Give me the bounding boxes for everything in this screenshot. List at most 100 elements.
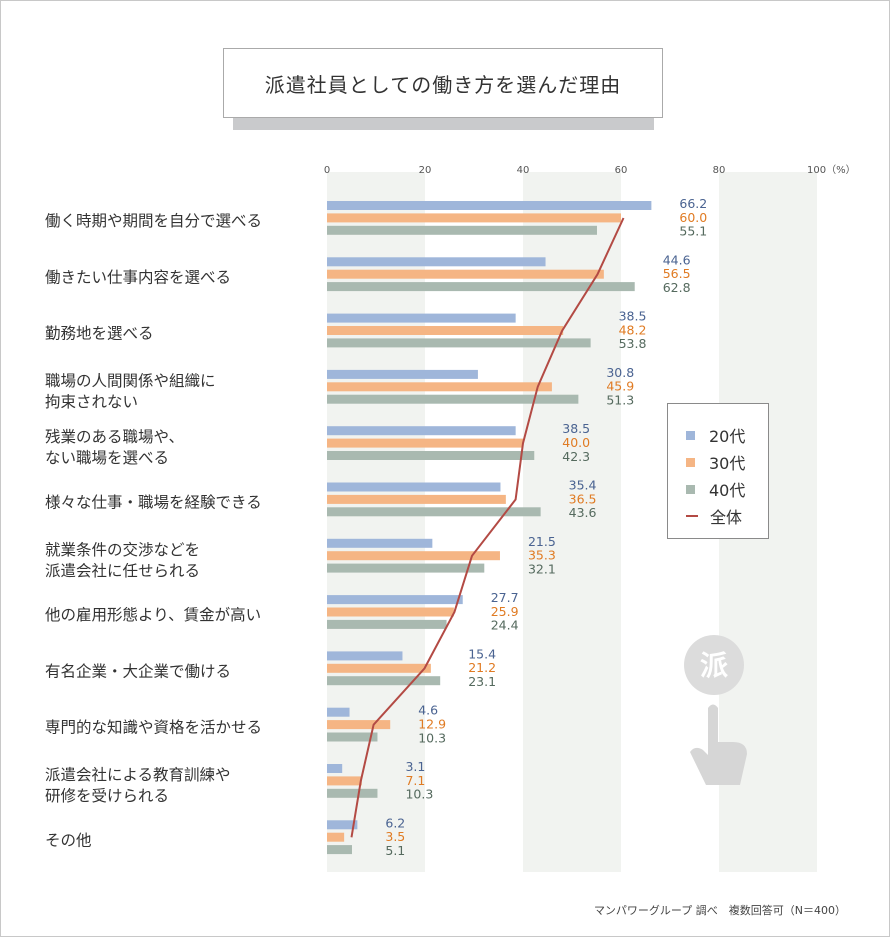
total-line	[350, 217, 625, 838]
bar-10-s2	[327, 788, 378, 798]
bar-7-s2	[327, 619, 447, 629]
x-tick-label-1: 20	[419, 165, 432, 176]
value-label-11-s1: 3.5	[385, 829, 405, 844]
value-label-6-s2: 32.1	[528, 561, 556, 576]
value-label-5-s1: 36.5	[569, 491, 597, 506]
value-label-0-s2: 55.1	[679, 224, 707, 239]
legend-label-20s: 20代	[709, 427, 746, 446]
value-label-4-s1: 40.0	[562, 435, 590, 450]
bar-2-s2	[327, 338, 591, 348]
bar-9-s2	[327, 732, 378, 742]
bar-4-s0	[327, 426, 516, 436]
value-label-2-s0: 38.5	[619, 309, 647, 324]
bar-9-s0	[327, 707, 350, 717]
legend-swatch-40s	[686, 484, 695, 494]
value-label-4-s0: 38.5	[562, 421, 590, 436]
category-label-4-line1: ない職場を選べる	[45, 449, 169, 467]
value-label-1-s2: 62.8	[663, 280, 691, 295]
x-tick-label-2: 40	[517, 165, 530, 176]
value-label-9-s0: 4.6	[418, 703, 438, 718]
value-label-7-s2: 24.4	[491, 618, 519, 633]
x-tick-label-5: 100（%）	[807, 164, 856, 176]
value-label-10-s1: 7.1	[405, 773, 425, 788]
category-label-2: 勤務地を選べる	[45, 325, 154, 343]
category-label-9: 専門的な知識や資格を活かせる	[45, 719, 262, 737]
value-label-11-s2: 5.1	[385, 843, 405, 858]
legend-item-40s: 40代	[686, 477, 745, 501]
category-label-4-line0: 残業のある職場や、	[45, 428, 184, 446]
value-label-8-s1: 21.2	[468, 660, 496, 675]
category-label-10-line0: 派遣会社による教育訓練や	[45, 766, 231, 784]
bar-1-s1	[327, 269, 604, 279]
bar-8-s0	[327, 651, 403, 661]
bar-11-s1	[327, 832, 345, 842]
value-label-8-s2: 23.1	[468, 674, 496, 689]
category-label-5: 様々な仕事・職場を経験できる	[45, 494, 262, 512]
x-tick-label-0: 0	[324, 165, 330, 176]
legend-swatch-30s	[686, 457, 695, 467]
bar-2-s1	[327, 326, 564, 335]
legend-label-30s: 30代	[709, 454, 746, 473]
value-label-3-s0: 30.8	[606, 365, 634, 380]
bar-3-s2	[327, 394, 579, 404]
bar-5-s0	[327, 482, 501, 492]
bar-0-s1	[327, 213, 621, 223]
bar-6-s1	[327, 551, 500, 561]
value-label-1-s1: 56.5	[663, 266, 691, 281]
bar-11-s0	[327, 820, 358, 830]
value-label-10-s0: 3.1	[405, 759, 425, 774]
bar-7-s0	[327, 595, 463, 605]
value-label-5-s2: 43.6	[569, 505, 597, 520]
bar-0-s2	[327, 225, 597, 235]
bar-8-s1	[327, 663, 431, 673]
legend-item-total: 全体	[686, 504, 742, 528]
value-label-10-s2: 10.3	[405, 787, 433, 802]
value-label-3-s1: 45.9	[606, 379, 634, 394]
chart-title: 派遣社員としての働き方を選んだ理由	[223, 48, 663, 118]
x-tick-label-3: 60	[615, 165, 628, 176]
bar-2-s0	[327, 313, 516, 323]
bar-4-s2	[327, 451, 535, 460]
value-label-5-s0: 35.4	[569, 478, 597, 493]
value-label-2-s2: 53.8	[619, 336, 647, 351]
category-label-6-line0: 就業条件の交渉などを	[45, 541, 200, 559]
bar-8-s2	[327, 676, 441, 686]
value-label-0-s0: 66.2	[679, 196, 707, 211]
value-label-7-s1: 25.9	[491, 604, 519, 619]
legend-swatch-total	[686, 515, 698, 517]
value-label-8-s0: 15.4	[468, 646, 496, 661]
bar-6-s2	[327, 563, 485, 573]
bar-3-s0	[327, 369, 478, 379]
bar-10-s1	[327, 776, 362, 786]
value-label-11-s0: 6.2	[385, 815, 405, 830]
pointing-hand-icon	[690, 704, 747, 785]
legend-label-40s: 40代	[709, 481, 746, 500]
bar-5-s2	[327, 507, 541, 517]
legend-item-20s: 20代	[686, 423, 745, 447]
bar-11-s2	[327, 845, 352, 855]
x-tick-label-4: 80	[713, 165, 726, 176]
category-label-6-line1: 派遣会社に任せられる	[45, 562, 200, 580]
legend-label-total: 全体	[710, 508, 743, 527]
value-label-3-s2: 51.3	[606, 393, 634, 408]
badge-text: 派	[700, 649, 728, 682]
value-label-0-s1: 60.0	[679, 210, 707, 225]
category-label-1: 働きたい仕事内容を選べる	[45, 268, 231, 286]
bar-5-s1	[327, 494, 506, 504]
legend-swatch-20s	[686, 430, 695, 440]
value-label-9-s1: 12.9	[418, 717, 446, 732]
bar-9-s1	[327, 720, 391, 730]
category-label-0: 働く時期や期間を自分で選べる	[45, 212, 262, 230]
value-label-4-s2: 42.3	[562, 449, 590, 464]
category-label-3-line0: 職場の人間関係や組織に	[45, 372, 216, 390]
value-label-9-s2: 10.3	[418, 730, 446, 745]
bar-1-s0	[327, 257, 546, 267]
category-label-7: 他の雇用形態より、賃金が高い	[45, 606, 261, 624]
category-label-3-line1: 拘束されない	[45, 393, 138, 411]
bar-0-s0	[327, 201, 652, 210]
legend-item-30s: 30代	[686, 450, 745, 474]
bar-7-s1	[327, 607, 454, 617]
badge-circle-icon	[684, 635, 744, 695]
bar-6-s0	[327, 538, 433, 548]
